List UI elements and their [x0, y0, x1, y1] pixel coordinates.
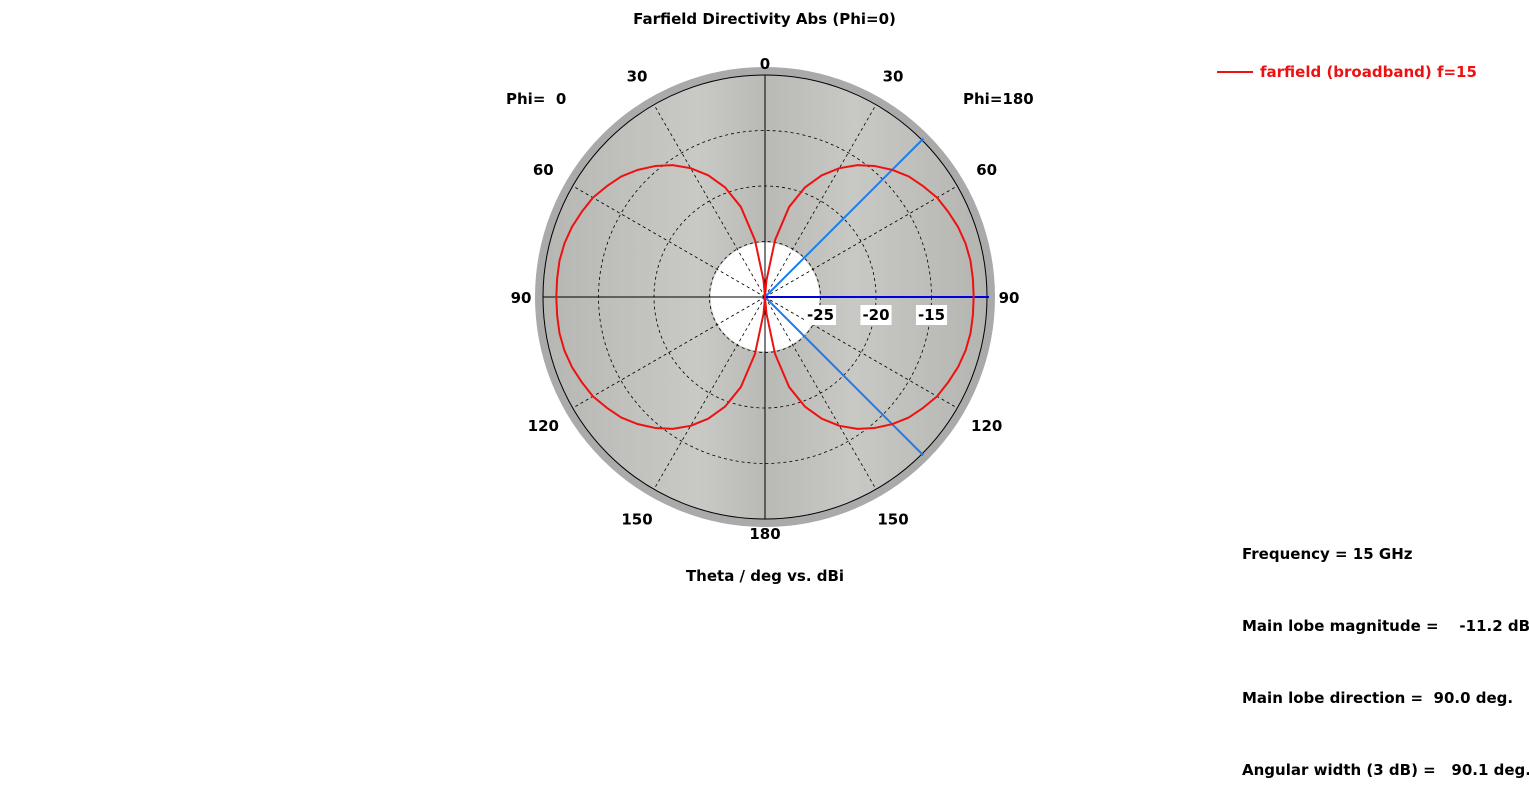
radial-tick-label: -15 [918, 306, 945, 324]
trace-right-half [764, 164, 975, 430]
plot-rim [535, 67, 995, 527]
radial-tick-label-bg [804, 305, 837, 325]
radial-tick-label-bg [860, 305, 892, 325]
angle-label-left: 150 [621, 511, 652, 529]
grid-spoke [572, 296, 766, 409]
radial-tick-label-bg [915, 305, 948, 325]
angle-label-right: 90 [999, 289, 1020, 307]
beamwidth-line [764, 137, 925, 298]
x-axis-label: Theta / deg vs. dBi [685, 567, 845, 585]
info-angular-width: Angular width (3 dB) = 90.1 deg. [1242, 761, 1529, 779]
beamwidth-line [764, 296, 925, 457]
grid-spoke [764, 296, 958, 409]
chart-title: Farfield Directivity Abs (Phi=0) [633, 10, 896, 28]
angle-label-left: 30 [627, 67, 648, 85]
legend-label: farfield (broadband) f=15 [1260, 63, 1477, 81]
angle-label-left: 90 [511, 289, 532, 307]
grid-spoke [572, 185, 766, 298]
angle-label-left: 120 [528, 417, 559, 435]
info-panel: Frequency = 15 GHz Main lobe magnitude =… [1242, 494, 1529, 806]
chart-labels: -25 -20 -15 0 30 60 90 120 150 180 30 60 90 120 150 Phi… [506, 55, 1034, 543]
angle-label-right: 150 [877, 511, 908, 529]
grid-spoke [764, 296, 877, 490]
legend-swatch [1217, 71, 1253, 73]
polar-plot: -25 -20 -15 0 30 60 90 120 150 180 30 60 90 120 150 Phi… [506, 55, 1034, 543]
phi-left-label: Phi= 0 [506, 90, 566, 108]
chart-marks [555, 137, 989, 457]
info-main-lobe-magnitude: Main lobe magnitude = -11.2 dBi [1242, 617, 1529, 635]
grid-spoke [764, 185, 958, 298]
angle-label-right: 30 [883, 67, 904, 85]
angle-label-left: 60 [533, 161, 554, 179]
angle-label-right: 60 [976, 161, 997, 179]
legend: farfield (broadband) f=15 [1217, 63, 1477, 81]
info-main-lobe-direction: Main lobe direction = 90.0 deg. [1242, 689, 1514, 707]
phi-right-label: Phi=180 [963, 90, 1034, 108]
radial-tick-label: -25 [807, 306, 834, 324]
angle-label-right: 120 [971, 417, 1002, 435]
angle-label-right: 0 [760, 55, 770, 73]
angle-label-right: 180 [749, 525, 780, 543]
grid-spoke [764, 104, 877, 298]
trace-left-half [555, 164, 766, 430]
grid-spoke [653, 296, 766, 490]
grid-spoke [653, 104, 766, 298]
radial-tick-label: -20 [862, 306, 889, 324]
info-frequency: Frequency = 15 GHz [1242, 545, 1413, 563]
